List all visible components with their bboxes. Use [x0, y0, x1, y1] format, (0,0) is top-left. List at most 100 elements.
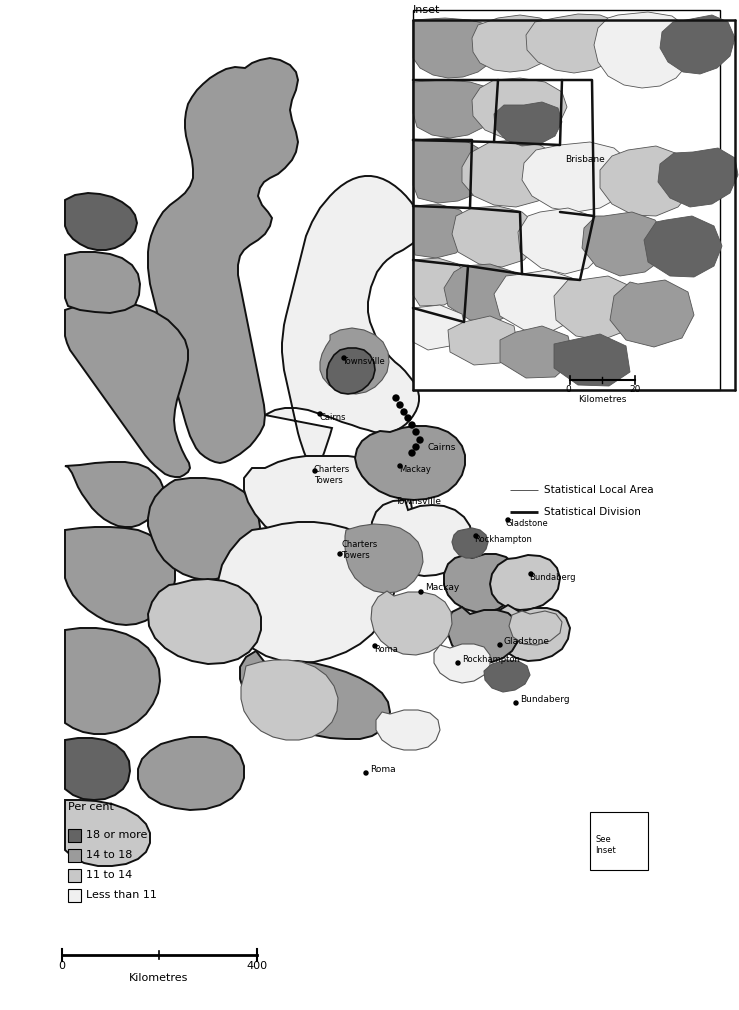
Circle shape — [398, 464, 402, 468]
Text: Roma: Roma — [370, 766, 395, 775]
Text: Gladstone: Gladstone — [506, 519, 549, 528]
Polygon shape — [484, 660, 530, 692]
Polygon shape — [448, 316, 518, 365]
Polygon shape — [644, 216, 722, 277]
Polygon shape — [376, 710, 440, 750]
Polygon shape — [452, 528, 488, 558]
Bar — [68, 889, 81, 902]
Text: Inset: Inset — [413, 5, 440, 15]
Text: 0: 0 — [565, 385, 571, 394]
Polygon shape — [244, 456, 412, 560]
Text: Mackay: Mackay — [425, 584, 459, 593]
Polygon shape — [444, 264, 524, 322]
Text: Brisbane: Brisbane — [565, 155, 605, 164]
Polygon shape — [494, 270, 582, 332]
Polygon shape — [265, 176, 421, 467]
Circle shape — [529, 572, 533, 576]
Text: 400: 400 — [246, 961, 268, 971]
Text: 14 to 18: 14 to 18 — [86, 850, 132, 860]
Polygon shape — [241, 660, 338, 740]
Polygon shape — [345, 524, 423, 593]
Polygon shape — [65, 628, 160, 734]
Polygon shape — [65, 252, 140, 313]
Text: Kilometres: Kilometres — [578, 395, 626, 404]
Polygon shape — [582, 212, 668, 276]
Text: Charters
Towers: Charters Towers — [314, 466, 350, 485]
Text: 0: 0 — [58, 961, 66, 971]
Polygon shape — [413, 305, 466, 350]
Circle shape — [413, 444, 419, 450]
Text: Townsville: Townsville — [395, 498, 441, 506]
Circle shape — [419, 590, 423, 594]
Polygon shape — [452, 206, 538, 267]
Bar — [590, 812, 648, 870]
Text: 11 to 14: 11 to 14 — [86, 870, 132, 880]
Text: Statistical Local Area: Statistical Local Area — [544, 485, 653, 495]
Polygon shape — [148, 478, 260, 580]
Circle shape — [405, 415, 411, 421]
Circle shape — [393, 395, 399, 401]
Circle shape — [397, 402, 403, 408]
Circle shape — [474, 534, 478, 538]
Polygon shape — [494, 605, 570, 661]
Polygon shape — [509, 611, 562, 645]
Text: Charters
Towers: Charters Towers — [341, 540, 377, 560]
Text: Statistical Division: Statistical Division — [544, 507, 641, 517]
Polygon shape — [594, 12, 693, 88]
Polygon shape — [355, 426, 465, 500]
Text: Townsville: Townsville — [342, 358, 385, 367]
Circle shape — [401, 409, 407, 415]
Polygon shape — [65, 462, 163, 527]
Circle shape — [456, 661, 460, 665]
Polygon shape — [413, 18, 500, 78]
Polygon shape — [148, 58, 298, 463]
Polygon shape — [148, 579, 261, 664]
Bar — [68, 869, 81, 882]
Circle shape — [342, 356, 346, 360]
Text: Gladstone: Gladstone — [504, 637, 550, 646]
Polygon shape — [65, 300, 190, 477]
Polygon shape — [371, 500, 472, 576]
Text: Rockhampton: Rockhampton — [474, 535, 532, 544]
Polygon shape — [371, 591, 452, 655]
Text: See
Inset: See Inset — [595, 835, 616, 854]
Text: Kilometres: Kilometres — [129, 973, 188, 983]
Polygon shape — [327, 348, 375, 394]
Polygon shape — [444, 554, 518, 612]
Polygon shape — [462, 140, 563, 207]
Polygon shape — [320, 328, 389, 394]
Circle shape — [313, 469, 317, 473]
Polygon shape — [413, 258, 468, 306]
Polygon shape — [65, 193, 137, 250]
Circle shape — [417, 437, 423, 443]
Circle shape — [364, 771, 368, 775]
Bar — [68, 849, 81, 862]
Text: Mackay: Mackay — [399, 466, 431, 475]
Polygon shape — [65, 527, 175, 625]
Circle shape — [338, 552, 342, 556]
Polygon shape — [522, 142, 632, 212]
Circle shape — [498, 643, 502, 647]
Text: Bundaberg: Bundaberg — [520, 696, 570, 705]
Polygon shape — [554, 334, 630, 386]
Polygon shape — [448, 607, 520, 663]
Polygon shape — [610, 280, 694, 347]
Polygon shape — [240, 651, 390, 739]
Polygon shape — [600, 146, 693, 216]
Text: Rockhampton: Rockhampton — [462, 655, 520, 665]
Text: Cairns: Cairns — [428, 443, 457, 452]
Text: Less than 11: Less than 11 — [86, 890, 157, 900]
Text: Cairns: Cairns — [319, 413, 346, 422]
Text: 18 or more: 18 or more — [86, 830, 147, 840]
Polygon shape — [472, 15, 560, 72]
Polygon shape — [218, 522, 394, 663]
Bar — [68, 829, 81, 842]
Polygon shape — [518, 208, 606, 274]
Circle shape — [413, 429, 419, 435]
Polygon shape — [413, 138, 492, 203]
Polygon shape — [434, 644, 490, 683]
Polygon shape — [554, 276, 638, 340]
Polygon shape — [413, 80, 498, 138]
Polygon shape — [526, 14, 628, 73]
Polygon shape — [138, 737, 244, 810]
